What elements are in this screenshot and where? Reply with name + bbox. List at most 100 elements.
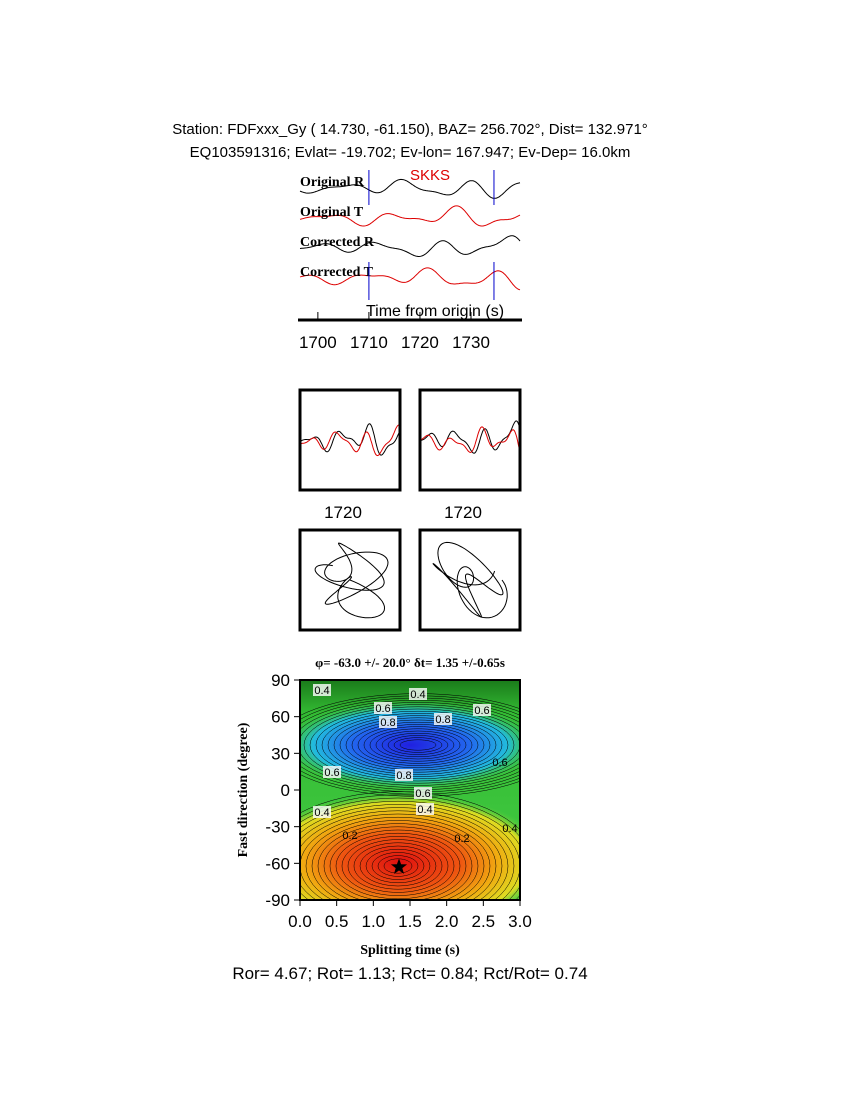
x-axis-label: Splitting time (s) — [360, 943, 460, 958]
level-label-box — [434, 713, 452, 725]
level-label: 0.4 — [314, 685, 329, 697]
x-tick-label: 1.5 — [398, 912, 422, 931]
level-label-box — [414, 787, 432, 799]
particle-panels: 1720 1720 — [298, 388, 522, 632]
contour-line — [357, 724, 479, 766]
contour-line — [365, 848, 431, 884]
waveform — [299, 178, 521, 199]
contour-line — [315, 708, 520, 782]
waveform — [419, 420, 521, 454]
level-label: 0.6 — [375, 703, 390, 715]
y-axis-label: Fast direction (degree) — [236, 722, 251, 857]
x-tick-label: 1.0 — [362, 912, 386, 931]
waveform — [299, 205, 521, 227]
level-label-box — [379, 716, 397, 728]
contour-line — [309, 706, 520, 784]
y-tick-label: -90 — [265, 891, 290, 910]
y-tick-label: 30 — [271, 744, 290, 763]
contour-line — [375, 730, 461, 760]
contour-line — [311, 820, 485, 900]
x-axis-label: Time from origin (s) — [366, 303, 504, 320]
contour-line — [351, 721, 485, 769]
y-tick-label: 0 — [281, 781, 290, 800]
level-label: 0.6 — [474, 705, 489, 717]
contour-line — [339, 717, 497, 773]
contour-line — [300, 804, 515, 900]
contour-line — [300, 813, 497, 900]
y-tick-label: -30 — [265, 818, 290, 837]
y-tick-label: 90 — [271, 671, 290, 690]
level-label: 0.6 — [415, 788, 430, 800]
contour-line — [393, 737, 443, 753]
x-tick-label: 3.0 — [508, 912, 532, 931]
contour-line — [363, 726, 473, 764]
contour-map: 0.4 0.4 0.6 0.6 0.6 0.8 0.8 0.8 0.6 0.4 0.4 0.2 0.2 0… — [300, 680, 520, 900]
footer: Ror= 4.67; Rot= 1.13; Rct= 0.84; Rct/Rot… — [232, 964, 587, 983]
level-label: 0.8 — [396, 770, 411, 782]
contour-line — [335, 832, 461, 900]
contour-line — [387, 735, 449, 755]
best-fit-star — [390, 858, 408, 874]
level-label-box — [374, 702, 392, 714]
trace-label: Original R — [300, 175, 365, 190]
header-line: Station: FDFxxx_Gy ( 14.730, -61.150), B… — [172, 121, 648, 138]
level-label: 0.2 — [342, 830, 357, 842]
waveform — [419, 426, 521, 453]
y-tick-label: -60 — [265, 854, 290, 873]
level-label: 0.6 — [492, 757, 507, 769]
contour-line — [333, 715, 503, 775]
waveform — [299, 423, 401, 456]
level-label: 0.4 — [417, 804, 432, 816]
waveform — [299, 267, 521, 291]
waveform — [299, 235, 521, 257]
level-label-box — [416, 803, 434, 815]
level-label-box — [409, 688, 427, 700]
y-tick-label: 60 — [271, 708, 290, 727]
contour-panel: 0.4 0.4 0.6 0.6 0.6 0.8 0.8 0.8 0.6 0.4 0.4 0.2 0.2 0… — [236, 655, 532, 958]
contour-line — [303, 704, 520, 786]
level-label: 0.8 — [380, 717, 395, 729]
trace-label: Corrected T — [300, 265, 374, 280]
trace-label: Original T — [300, 205, 364, 220]
contour-line — [371, 852, 425, 880]
contour-line — [321, 710, 515, 780]
x-tick-label: 0.5 — [325, 912, 349, 931]
x-tick-label: 1720 — [324, 503, 362, 522]
level-label: 0.8 — [435, 714, 450, 726]
contour-line — [353, 842, 443, 890]
level-label-box — [313, 684, 331, 696]
header-line: EQ103591316; Evlat= -19.702; Ev-lon= 167… — [190, 144, 631, 161]
particle-motion — [314, 542, 389, 619]
level-label: 0.4 — [314, 807, 329, 819]
phase-label: SKKS — [410, 167, 450, 184]
contour-title: φ= -63.0 +/- 20.0° δt= 1.35 +/-0.65s — [315, 655, 505, 670]
contour-line — [300, 794, 520, 900]
particle-motion — [432, 541, 508, 619]
x-tick-label: 1720 — [444, 503, 482, 522]
contour-line — [347, 839, 449, 893]
level-label: 0.2 — [454, 833, 469, 845]
contour-line — [300, 791, 520, 830]
contour-line — [345, 719, 491, 771]
contour-line — [300, 797, 520, 900]
level-label-box — [473, 704, 491, 716]
x-tick-label: 1730 — [452, 333, 490, 352]
contour-line — [300, 810, 503, 900]
contour-line — [327, 713, 509, 777]
contour-line — [317, 823, 479, 900]
contour-line — [329, 829, 467, 900]
panel-frame — [298, 528, 402, 632]
x-tick-label: 1710 — [350, 333, 388, 352]
x-tick-label: 1720 — [401, 333, 439, 352]
trace-label: Corrected R — [300, 235, 375, 250]
contour-line — [300, 807, 509, 900]
level-label-box — [313, 806, 331, 818]
contour-line — [359, 845, 437, 887]
waveform — [299, 424, 401, 457]
level-label-box — [395, 769, 413, 781]
x-tick-label: 1700 — [299, 333, 337, 352]
level-label: 0.4 — [502, 823, 517, 835]
level-label: 0.4 — [410, 689, 425, 701]
contour-line — [323, 826, 473, 900]
